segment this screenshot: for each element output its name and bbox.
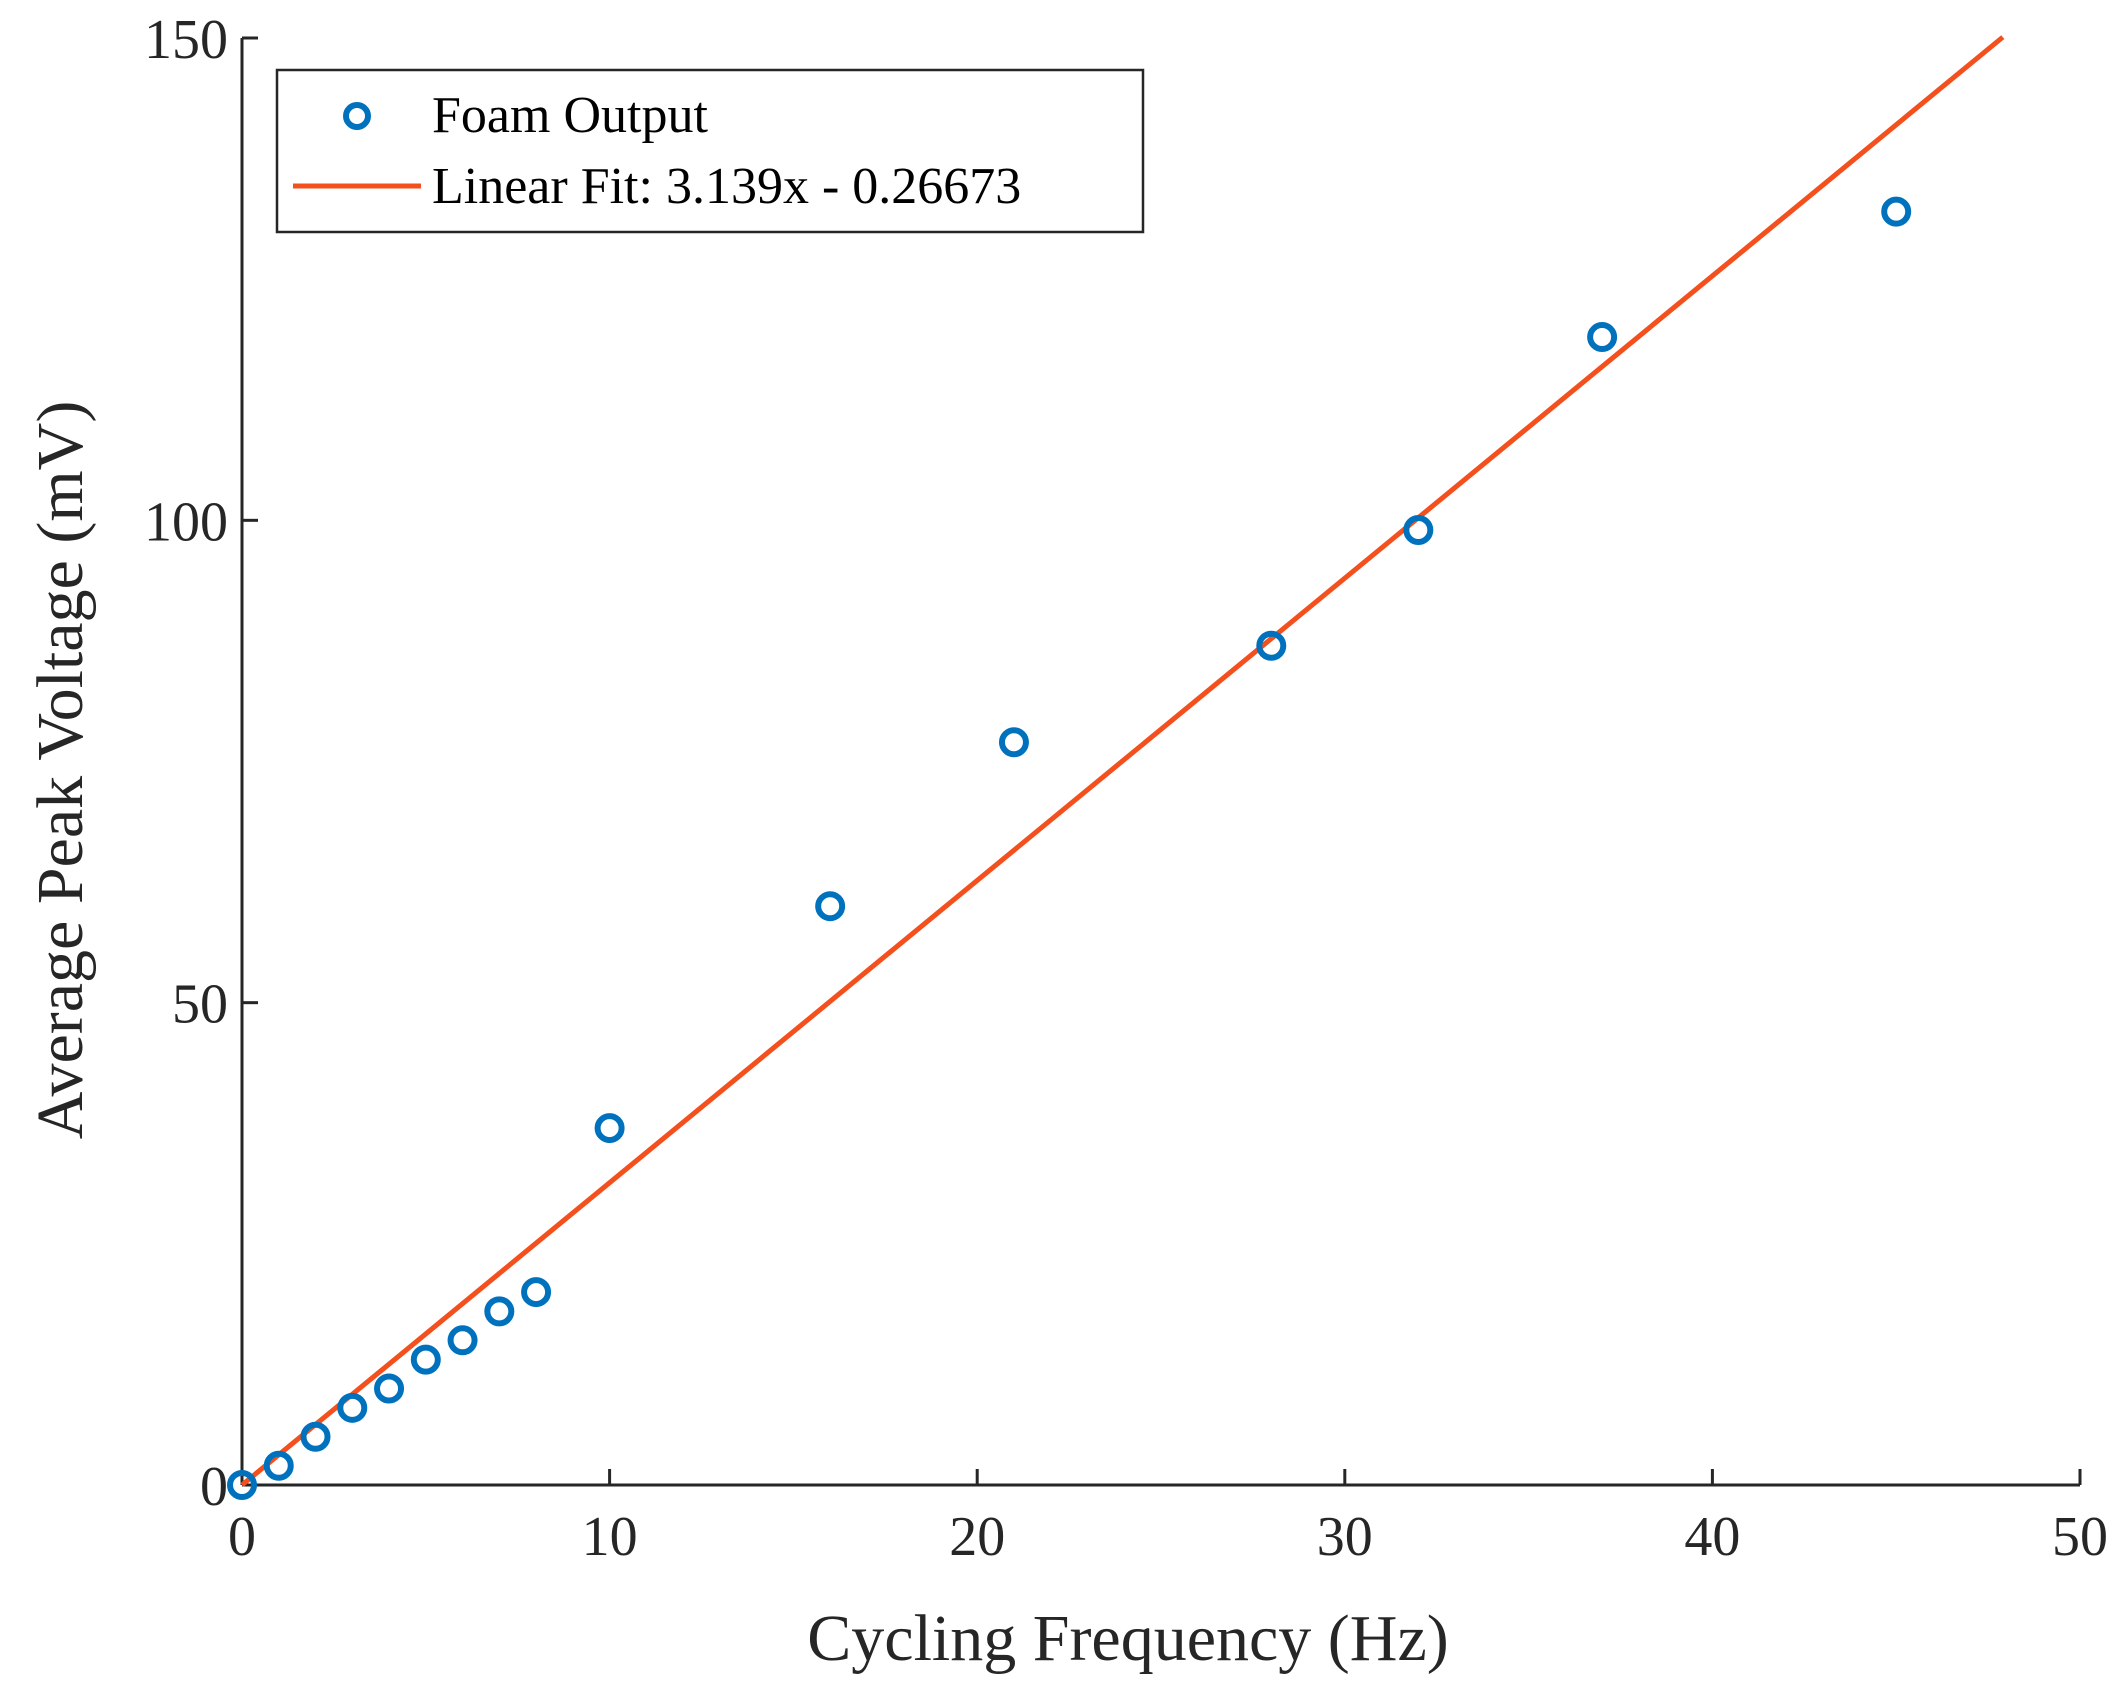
y-tick-label: 0 [200,1456,228,1518]
x-tick-label: 30 [1317,1506,1373,1568]
axes [240,38,2080,1487]
foam-output-point [594,1113,625,1144]
x-tick-label: 40 [1684,1506,1740,1568]
x-tick-label: 20 [949,1506,1005,1568]
foam-output-point [410,1344,441,1375]
y-tick-label: 100 [144,491,228,553]
legend-marker-foam-output [343,102,371,130]
legend-label-foam-output: Foam Output [432,87,708,144]
foam-output-point [337,1392,368,1423]
y-axis-title: Average Peak Voltage (mV) [24,401,97,1140]
x-tick-label: 0 [228,1506,256,1568]
foam-output-point [447,1325,478,1356]
y-tick-label: 50 [172,974,228,1036]
fit-layer [240,35,2005,1487]
foam-output-point [1256,630,1287,661]
legend-label-linear-fit: Linear Fit: 3.139x - 0.26673 [432,158,1021,215]
foam-output-point [998,727,1029,758]
foam-output-point [300,1421,331,1452]
foam-output-point [521,1277,552,1308]
foam-output-point [1587,322,1618,353]
x-tick-label: 10 [582,1506,638,1568]
y-tick-label: 150 [144,9,228,71]
y-ticks: 0 50 100 150 [144,9,258,1518]
x-tick-label: 50 [2052,1506,2108,1568]
legend: Foam Output Linear Fit: 3.139x - 0.26673 [275,68,1145,234]
legend-box [275,68,1145,234]
points-layer [227,196,1912,1500]
foam-output-point [1403,514,1434,545]
x-axis-title: Cycling Frequency (Hz) [807,1602,1448,1675]
foam-output-point [263,1450,294,1481]
foam-output-point [374,1373,405,1404]
foam-output-point [484,1296,515,1327]
x-ticks: 0 10 20 30 40 50 [228,1469,2108,1568]
linear-fit-line [240,35,2005,1487]
foam-output-point [1881,196,1912,227]
foam-output-point [815,891,846,922]
foam-output-point [227,1470,257,1500]
